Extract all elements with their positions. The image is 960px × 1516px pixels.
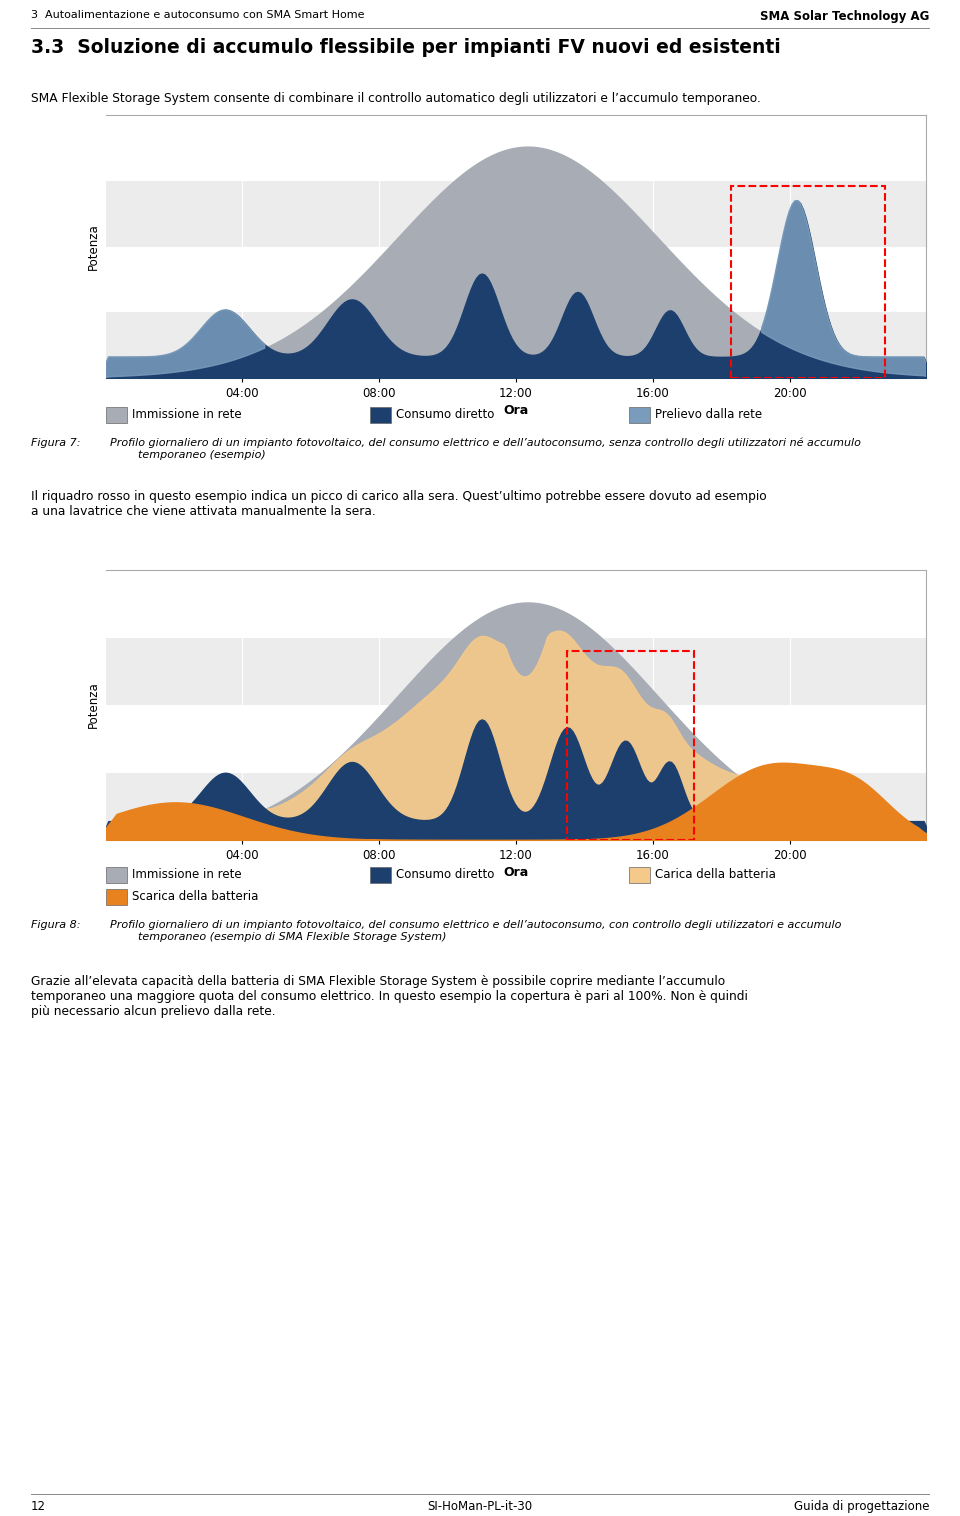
X-axis label: Ora: Ora (503, 405, 529, 417)
Text: Figura 8:: Figura 8: (31, 920, 81, 929)
Y-axis label: Potenza: Potenza (87, 223, 100, 270)
X-axis label: Ora: Ora (503, 866, 529, 879)
Text: Profilo giornaliero di un impianto fotovoltaico, del consumo elettrico e dell’au: Profilo giornaliero di un impianto fotov… (110, 920, 842, 941)
Text: Prelievo dalla rete: Prelievo dalla rete (655, 408, 762, 421)
Text: Scarica della batteria: Scarica della batteria (132, 890, 258, 904)
Bar (106, 638, 926, 705)
Text: Guida di progettazione: Guida di progettazione (794, 1499, 929, 1513)
Text: Immissione in rete: Immissione in rete (132, 869, 241, 881)
Bar (106, 180, 926, 247)
Text: 3  Autoalimentazione e autoconsumo con SMA Smart Home: 3 Autoalimentazione e autoconsumo con SM… (31, 11, 364, 20)
Text: 12: 12 (31, 1499, 46, 1513)
Text: Grazie all’elevata capacità della batteria di SMA Flexible Storage System è poss: Grazie all’elevata capacità della batter… (31, 975, 748, 1019)
Bar (106, 773, 926, 840)
Text: Immissione in rete: Immissione in rete (132, 408, 241, 421)
Text: Carica della batteria: Carica della batteria (655, 869, 776, 881)
Bar (567, 650, 694, 840)
Bar (106, 312, 926, 377)
Text: Profilo giornaliero di un impianto fotovoltaico, del consumo elettrico e dell’au: Profilo giornaliero di un impianto fotov… (110, 438, 861, 459)
Text: Consumo diretto: Consumo diretto (396, 408, 493, 421)
Text: Consumo diretto: Consumo diretto (396, 869, 493, 881)
Text: SI-HoMan-PL-it-30: SI-HoMan-PL-it-30 (427, 1499, 533, 1513)
Bar (732, 186, 885, 377)
Text: SMA Solar Technology AG: SMA Solar Technology AG (760, 11, 929, 23)
Text: Figura 7:: Figura 7: (31, 438, 81, 449)
Text: 3.3  Soluzione di accumulo flessibile per impianti FV nuovi ed esistenti: 3.3 Soluzione di accumulo flessibile per… (31, 38, 780, 58)
Text: Il riquadro rosso in questo esempio indica un picco di carico alla sera. Quest’u: Il riquadro rosso in questo esempio indi… (31, 490, 766, 518)
Text: SMA Flexible Storage System consente di combinare il controllo automatico degli : SMA Flexible Storage System consente di … (31, 92, 760, 105)
Y-axis label: Potenza: Potenza (87, 682, 100, 728)
